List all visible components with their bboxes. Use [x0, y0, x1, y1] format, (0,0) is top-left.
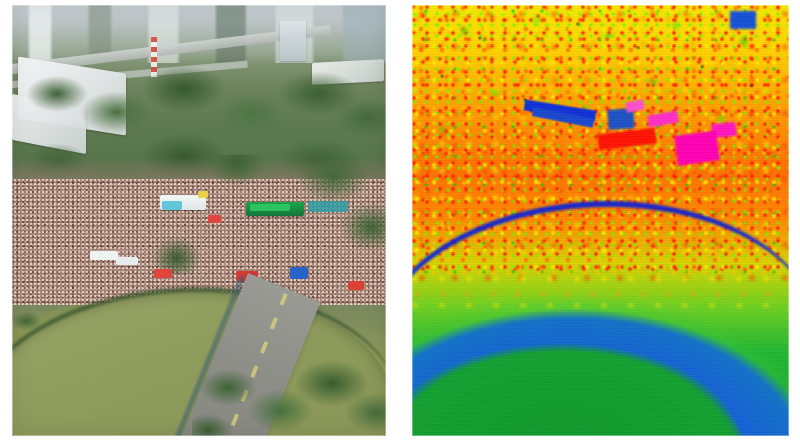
- aerial-photo-panel: [12, 5, 386, 436]
- aerial-photo-image: [12, 5, 386, 436]
- hottest-magenta-structure: [674, 130, 720, 166]
- red-tent-right: [348, 281, 364, 290]
- white-tent-left: [90, 251, 118, 260]
- green-truck-highlight: [250, 204, 290, 211]
- red-tent-upper: [208, 215, 221, 223]
- red-tent-left: [154, 269, 172, 278]
- tower-building: [280, 21, 306, 61]
- thermal-cold-waterline: [412, 201, 789, 436]
- cyan-kiosk: [162, 201, 182, 210]
- thermal-heatmap-image: [412, 5, 789, 436]
- blue-tent: [290, 267, 308, 279]
- white-tent-left-second: [116, 257, 138, 265]
- cold-spot-top-edge: [730, 11, 756, 29]
- thermal-heatmap-panel: [412, 5, 789, 436]
- teal-stage-truck: [308, 201, 348, 212]
- yellow-tent: [198, 191, 208, 198]
- lake-shoreline: [12, 287, 386, 436]
- lower-tree-clump: [192, 335, 386, 436]
